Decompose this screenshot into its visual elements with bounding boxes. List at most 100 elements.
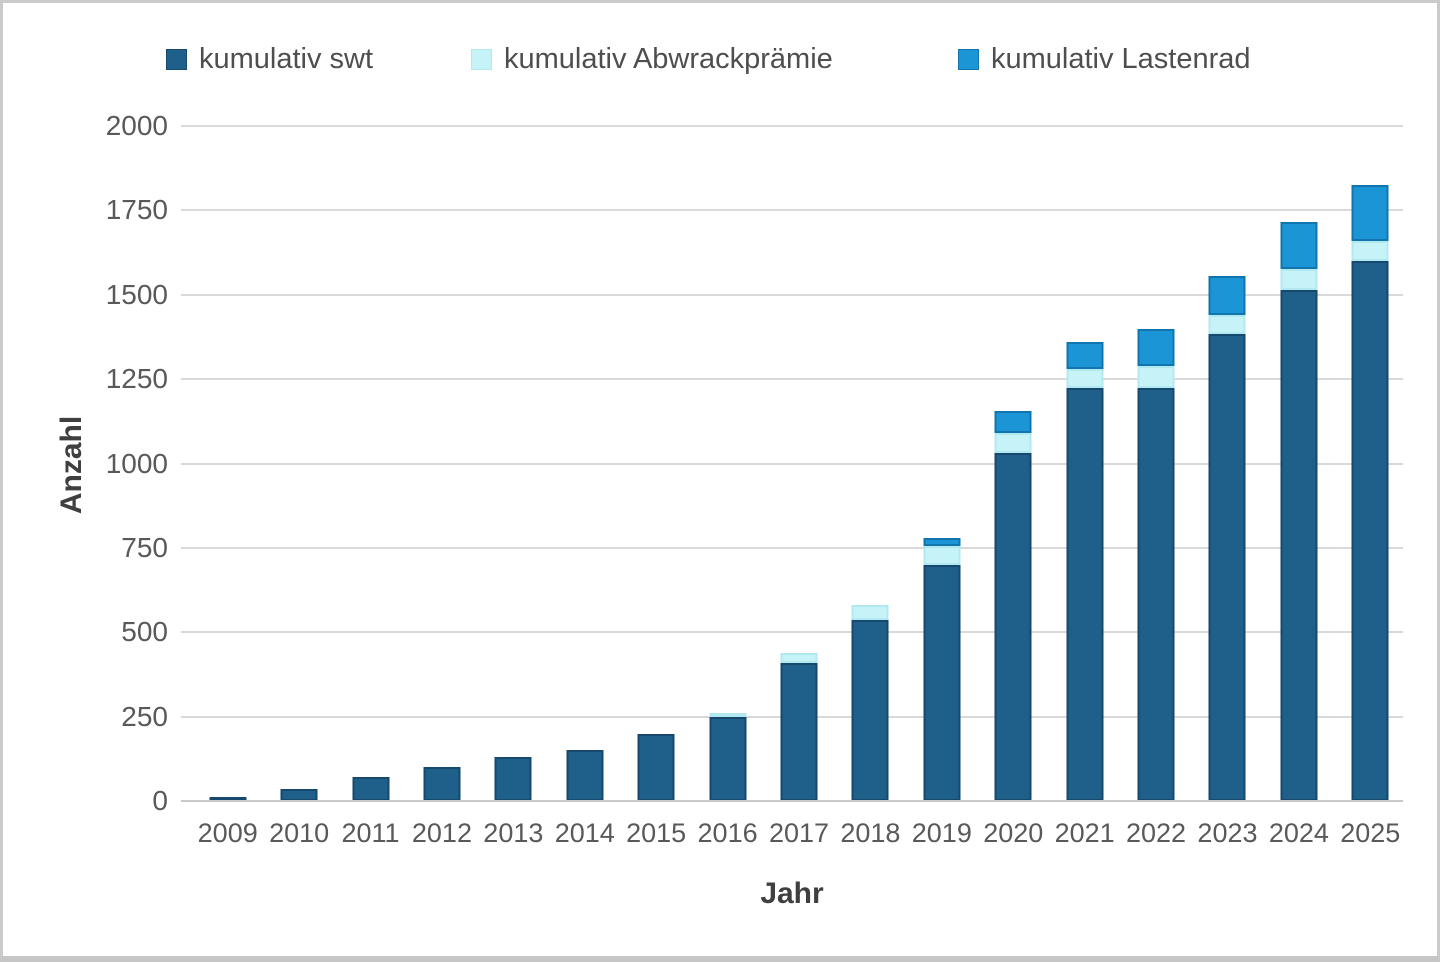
bar-slot-2020 (978, 126, 1049, 801)
x-tick-label: 2013 (483, 818, 544, 848)
bar-slot-2021 (1049, 126, 1120, 801)
bar-2012 (423, 767, 461, 801)
bar-slot-2016 (692, 126, 763, 801)
bar-2018 (851, 605, 889, 801)
legend-item-2: kumulativ Abwrackprämie (471, 43, 833, 76)
y-tick-label: 1500 (105, 278, 168, 310)
bar-segment-kumulativ-lastenrad (1066, 342, 1104, 369)
legend-label: kumulativ swt (199, 43, 374, 75)
bar-segment-kumulativ-swt (709, 716, 747, 801)
gridline-1250 (181, 378, 1403, 381)
bar-segment-kumulativ-lastenrad (1280, 222, 1318, 270)
y-tick-label: 1000 (105, 447, 168, 479)
bar-segment-kumulativ-abwrackprämie (851, 605, 889, 621)
y-tick-label: 750 (121, 531, 168, 563)
legend-swatch (166, 49, 187, 70)
legend-swatch (958, 49, 979, 70)
y-tick-label: 1750 (105, 194, 168, 226)
legend-label: kumulativ Lastenrad (991, 43, 1251, 75)
bar-slot-2010 (263, 126, 334, 801)
gridline-500 (181, 631, 1403, 634)
bar-2022 (1137, 328, 1175, 801)
bar-segment-kumulativ-abwrackprämie (709, 712, 747, 717)
bar-2019 (923, 537, 961, 801)
x-tick-label: 2022 (1126, 818, 1187, 848)
bar-segment-kumulativ-swt (637, 733, 675, 801)
bar-slot-2011 (335, 126, 406, 801)
x-tick-label: 2015 (626, 818, 687, 848)
x-tick-label: 2017 (768, 818, 830, 848)
bar-segment-kumulativ-swt (1280, 289, 1318, 801)
bar-segment-kumulativ-lastenrad (1351, 185, 1389, 241)
bar-2023 (1208, 276, 1246, 801)
bar-2024 (1280, 222, 1318, 801)
bar-segment-kumulativ-abwrackprämie (780, 652, 818, 663)
x-axis-title: Jahr (760, 877, 824, 910)
bar-segment-kumulativ-swt (923, 564, 961, 801)
x-tick-label: 2016 (697, 818, 758, 848)
bar-segment-kumulativ-swt (1208, 333, 1246, 801)
bar-segment-kumulativ-abwrackprämie (1208, 315, 1246, 334)
bar-2016 (709, 712, 747, 801)
bar-segment-kumulativ-swt (494, 757, 532, 801)
bar-slot-2023 (1192, 126, 1263, 801)
bar-segment-kumulativ-lastenrad (1208, 276, 1246, 315)
bar-segment-kumulativ-swt (566, 750, 604, 801)
bar-2013 (494, 757, 532, 801)
bar-2014 (566, 750, 604, 801)
bar-segment-kumulativ-abwrackprämie (923, 546, 961, 565)
bar-segment-kumulativ-lastenrad (923, 537, 961, 547)
x-tick-label: 2014 (554, 818, 615, 848)
bar-segment-kumulativ-abwrackprämie (994, 433, 1032, 454)
x-tick-label: 2021 (1054, 818, 1115, 848)
x-tick-label: 2011 (341, 818, 400, 848)
x-tick-label: 2012 (411, 818, 472, 848)
gridline-1750 (181, 209, 1403, 212)
bar-2021 (1066, 342, 1104, 801)
y-axis-labels: 0 250 500 750 1000 1250 1500 1750 2000 (3, 3, 168, 956)
plot-area (181, 125, 1406, 802)
x-tick-label: 2009 (197, 818, 258, 848)
gridline-0 (181, 800, 1403, 802)
y-tick-label: 500 (121, 616, 168, 648)
y-tick-label: 2000 (105, 110, 168, 141)
bar-segment-kumulativ-swt (851, 620, 889, 801)
bar-2020 (994, 411, 1032, 801)
gridline-1500 (181, 293, 1403, 296)
x-tick-label: 2020 (983, 818, 1044, 848)
x-tick-label: 2010 (269, 818, 330, 848)
bars-layer (192, 126, 1406, 801)
bar-slot-2025 (1335, 126, 1406, 801)
bar-segment-kumulativ-abwrackprämie (1137, 365, 1175, 388)
bar-slot-2022 (1120, 126, 1191, 801)
legend-item-1: kumulativ swt (166, 43, 373, 76)
bar-2015 (637, 733, 675, 801)
bar-slot-2024 (1263, 126, 1334, 801)
bar-segment-kumulativ-abwrackprämie (1351, 240, 1389, 261)
bar-2011 (352, 777, 390, 801)
bar-segment-kumulativ-lastenrad (994, 411, 1032, 434)
bar-slot-2017 (763, 126, 834, 801)
bar-slot-2018 (835, 126, 906, 801)
bar-segment-kumulativ-swt (423, 767, 461, 801)
legend-swatch (471, 49, 492, 70)
bar-slot-2015 (620, 126, 691, 801)
x-tick-label: 2024 (1268, 818, 1329, 848)
legend: kumulativ swt kumulativ Abwrackprämie kumu… (3, 3, 1437, 93)
gridline-2000 (181, 125, 1403, 127)
bar-segment-kumulativ-swt (1066, 387, 1104, 801)
bar-segment-kumulativ-abwrackprämie (1280, 269, 1318, 290)
x-tick-label: 2019 (911, 818, 972, 848)
x-tick-label: 2023 (1197, 818, 1258, 848)
y-tick-label: 1250 (105, 363, 168, 395)
bar-slot-2009 (192, 126, 263, 801)
bar-segment-kumulativ-lastenrad (1137, 328, 1175, 366)
bar-2017 (780, 652, 818, 801)
y-tick-label: 250 (121, 700, 168, 732)
legend-label: kumulativ Abwrackprämie (504, 43, 833, 75)
x-tick-label: 2025 (1340, 818, 1401, 848)
bar-segment-kumulativ-swt (994, 453, 1032, 801)
bar-segment-kumulativ-abwrackprämie (1066, 369, 1104, 388)
bar-slot-2012 (406, 126, 477, 801)
